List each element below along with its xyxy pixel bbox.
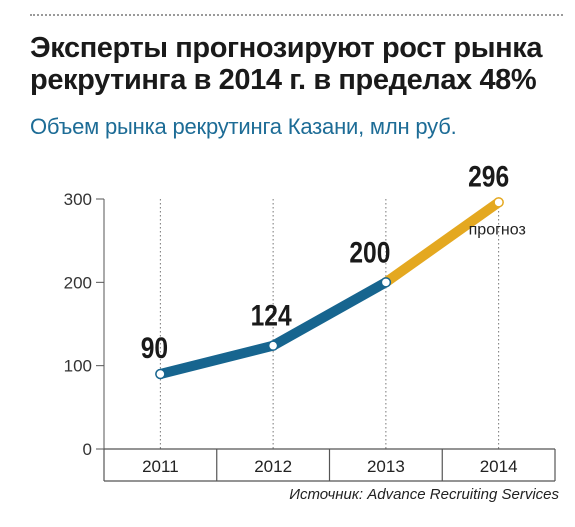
forecast-label: прогноз [469,221,526,238]
data-label: 124 [251,298,293,332]
data-point [380,277,392,288]
y-tick-label: 100 [64,357,92,376]
data-point [267,340,279,351]
data-label: 200 [349,235,390,269]
chart-title: Эксперты прогнозируют рост рынка рекрути… [30,32,543,96]
x-tick-label: 2012 [254,457,292,476]
x-tick-label: 2013 [367,457,405,476]
top-divider [30,14,563,16]
chart-subtitle: Объем рынка рекрутинга Казани, млн руб. [30,114,457,139]
data-point [493,197,504,208]
series-line-forecast [380,197,504,288]
x-tick-label: 2011 [142,457,179,476]
y-tick-label: 0 [83,440,92,459]
x-tick-label: 2014 [480,457,518,476]
y-tick-label: 300 [64,190,92,209]
y-tick-label: 200 [64,273,92,292]
data-label: 296 [468,159,509,193]
source-note: Источник: Advance Recruiting Services [289,486,559,503]
data-label: 90 [141,331,168,365]
data-point [155,368,166,380]
